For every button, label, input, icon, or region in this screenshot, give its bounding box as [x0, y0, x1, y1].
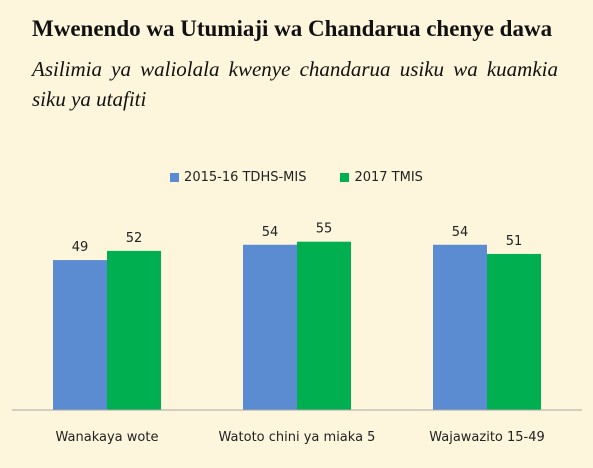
- bar-series-2-cat-3: [487, 253, 541, 410]
- legend-item-series-1: 2015-16 TDHS-MIS: [170, 170, 306, 185]
- legend-swatch-series-1: [170, 173, 180, 182]
- data-label-series-2-cat-1: 52: [126, 231, 143, 246]
- legend: 2015-16 TDHS-MIS 2017 TMIS: [0, 170, 593, 185]
- chart-subtitle: Asilimia ya waliolala kwenye chandarua u…: [32, 57, 558, 111]
- x-tick-label-2: Watoto chini ya miaka 5: [219, 430, 376, 445]
- data-label-series-2-cat-2: 55: [316, 222, 333, 237]
- data-label-series-1-cat-1: 49: [72, 240, 89, 255]
- x-tick-label-3: Wajawazito 15-49: [429, 430, 545, 445]
- legend-swatch-series-2: [340, 173, 350, 182]
- x-tick-label-1: Wanakaya wote: [56, 430, 159, 445]
- bar-series-1-cat-2: [243, 244, 297, 410]
- legend-item-series-2: 2017 TMIS: [340, 170, 423, 185]
- legend-label-series-2: 2017 TMIS: [354, 170, 423, 185]
- chart-title: Mwenendo wa Utumiaji wa Chandarua chenye…: [32, 16, 553, 41]
- bar-series-2-cat-2: [297, 241, 351, 410]
- data-label-series-1-cat-3: 54: [452, 225, 469, 240]
- bar-series-1-cat-1: [53, 260, 107, 410]
- legend-label-series-1: 2015-16 TDHS-MIS: [184, 170, 307, 185]
- data-label-series-1-cat-2: 54: [262, 225, 279, 240]
- data-label-series-2-cat-3: 51: [506, 234, 523, 249]
- bar-series-1-cat-3: [433, 244, 487, 410]
- bar-series-2-cat-1: [107, 250, 161, 410]
